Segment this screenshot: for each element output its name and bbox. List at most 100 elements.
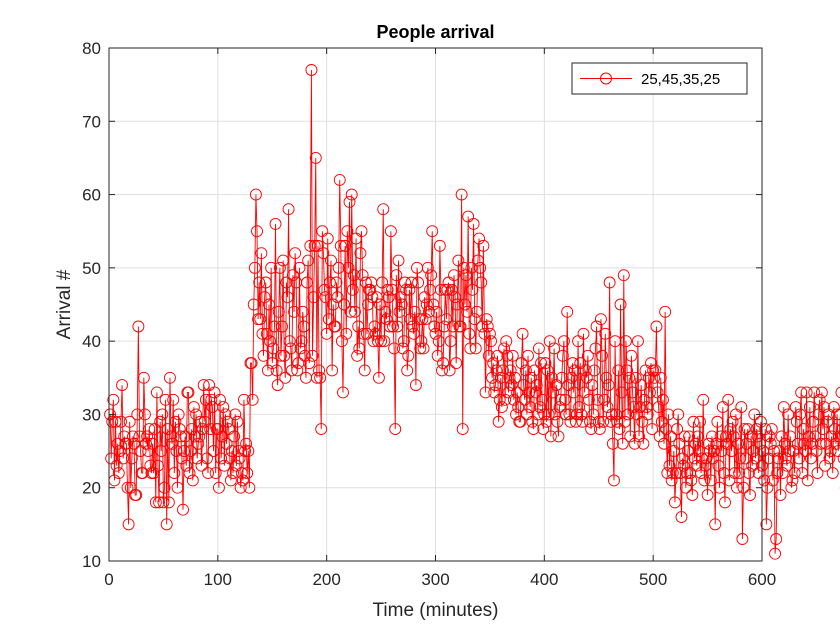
- data-point: [228, 430, 241, 443]
- data-point: [200, 452, 213, 465]
- data-point: [332, 261, 345, 274]
- data-point: [354, 247, 367, 260]
- data-point: [786, 474, 799, 487]
- data-point: [470, 305, 483, 318]
- data-point: [687, 415, 700, 428]
- data-point: [618, 415, 631, 428]
- data-point: [600, 371, 613, 384]
- data-point: [372, 371, 385, 384]
- data-point: [514, 415, 527, 428]
- data-point: [815, 386, 828, 399]
- data-point: [428, 320, 441, 333]
- y-tick-label: 30: [82, 405, 101, 424]
- data-point: [153, 496, 166, 509]
- data-point: [547, 386, 559, 399]
- data-point: [625, 349, 638, 362]
- data-point: [633, 430, 645, 443]
- data-point: [112, 467, 125, 480]
- data-point: [325, 254, 337, 267]
- data-point: [746, 459, 759, 472]
- data-point: [243, 481, 256, 494]
- data-point: [341, 225, 354, 238]
- data-point: [455, 188, 468, 201]
- data-point: [421, 261, 434, 274]
- x-tick-label: 500: [639, 570, 667, 589]
- data-point: [831, 408, 840, 421]
- x-tick-label: 600: [748, 570, 776, 589]
- data-point: [226, 445, 238, 458]
- data-point: [179, 430, 192, 443]
- data-point: [784, 430, 797, 443]
- data-point: [360, 327, 373, 340]
- data-point: [501, 349, 514, 362]
- data-point: [196, 423, 209, 436]
- data-point: [772, 452, 785, 465]
- data-point: [116, 379, 129, 392]
- data-point: [675, 511, 688, 523]
- data-point: [751, 430, 764, 443]
- data-point: [405, 276, 418, 289]
- data-point: [232, 445, 245, 458]
- data-point: [330, 276, 343, 289]
- data-point: [190, 408, 203, 421]
- data-point: [551, 415, 564, 428]
- data-point: [593, 423, 606, 436]
- data-point: [209, 467, 222, 480]
- data-point: [378, 335, 391, 348]
- data-point: [481, 320, 494, 333]
- legend: 25,45,35,25: [571, 62, 748, 95]
- data-point: [674, 467, 687, 480]
- data-point: [732, 437, 745, 450]
- data-point: [487, 357, 500, 370]
- data-point: [109, 415, 122, 428]
- data-point: [388, 342, 401, 355]
- data-point: [461, 305, 474, 318]
- data-point: [536, 393, 549, 406]
- data-point: [259, 276, 272, 289]
- data-point: [610, 408, 623, 421]
- data-point: [420, 298, 433, 311]
- data-point: [156, 408, 169, 421]
- data-point: [240, 437, 253, 450]
- data-point: [414, 342, 427, 355]
- data-point: [402, 349, 415, 362]
- data-point: [194, 415, 207, 428]
- data-point: [634, 401, 647, 414]
- data-point: [565, 371, 578, 384]
- data-point: [589, 342, 602, 355]
- data-point: [741, 423, 754, 436]
- data-point: [371, 335, 384, 348]
- data-point: [401, 364, 414, 377]
- data-point: [217, 401, 230, 414]
- data-point: [167, 393, 180, 406]
- data-point: [307, 291, 320, 304]
- data-point: [559, 393, 571, 406]
- data-point: [475, 276, 488, 289]
- data-point: [764, 437, 777, 450]
- data-point: [555, 371, 568, 384]
- data-point: [146, 437, 159, 450]
- data-point: [575, 408, 588, 421]
- data-point: [409, 379, 422, 392]
- data-point: [817, 423, 829, 436]
- data-point: [694, 415, 706, 428]
- data-point: [403, 283, 416, 296]
- data-point: [836, 423, 840, 435]
- data-point: [441, 283, 454, 296]
- data-point: [742, 467, 755, 480]
- data-point: [183, 467, 196, 480]
- data-point: [377, 203, 390, 216]
- data-point: [722, 393, 735, 406]
- data-point: [527, 423, 540, 436]
- data-point: [611, 415, 624, 428]
- data-point: [150, 386, 163, 399]
- data-point: [320, 327, 333, 340]
- data-point: [258, 291, 271, 304]
- data-point: [631, 335, 644, 348]
- data-point: [486, 371, 499, 384]
- data-point: [304, 239, 317, 252]
- data-point: [161, 423, 174, 436]
- data-point: [532, 342, 545, 355]
- data-point: [483, 327, 496, 340]
- data-point: [305, 64, 318, 76]
